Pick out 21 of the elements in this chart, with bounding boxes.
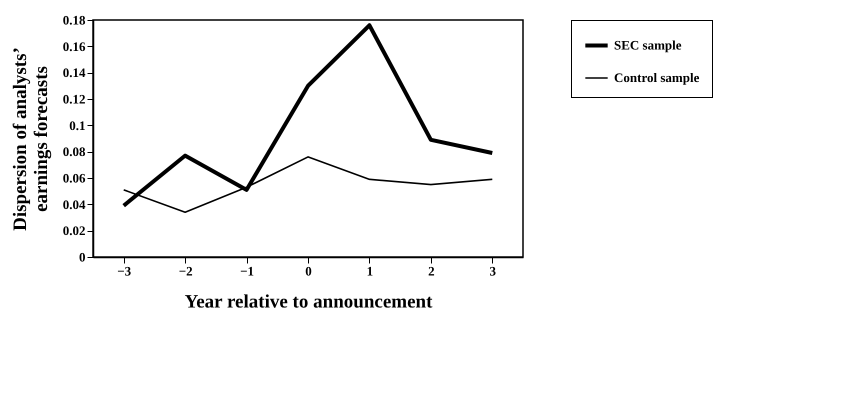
legend-label: SEC sample	[614, 38, 682, 52]
x-tick-label: 3	[490, 264, 497, 278]
x-tick-label: 1	[366, 264, 374, 278]
x-tick-label: 2	[428, 264, 435, 278]
y-tick-label: 0.02	[62, 223, 86, 238]
legend-label: Control sample	[614, 70, 700, 85]
y-tick-label: 0.18	[62, 12, 86, 28]
y-tick-label: 0.12	[62, 92, 86, 106]
y-tick-label: 0.14	[62, 65, 86, 80]
x-tick-label: 0	[305, 264, 312, 278]
y-tick-label: 0.16	[62, 38, 86, 54]
y-tick-label: 0.04	[62, 196, 86, 212]
y-tick-label: 0.1	[69, 118, 86, 133]
y-tick-label: 0	[79, 250, 86, 264]
y-tick-label: 0.06	[62, 170, 86, 186]
x-tick-label: −2	[178, 264, 193, 278]
x-tick-label: −1	[240, 264, 254, 278]
x-tick-label: −3	[117, 264, 132, 278]
y-axis-title: Dispersion of analysts’ earnings forecasts	[10, 47, 52, 231]
y-tick-label: 0.08	[62, 144, 86, 160]
x-axis-title: Year relative to announcement	[184, 292, 434, 312]
